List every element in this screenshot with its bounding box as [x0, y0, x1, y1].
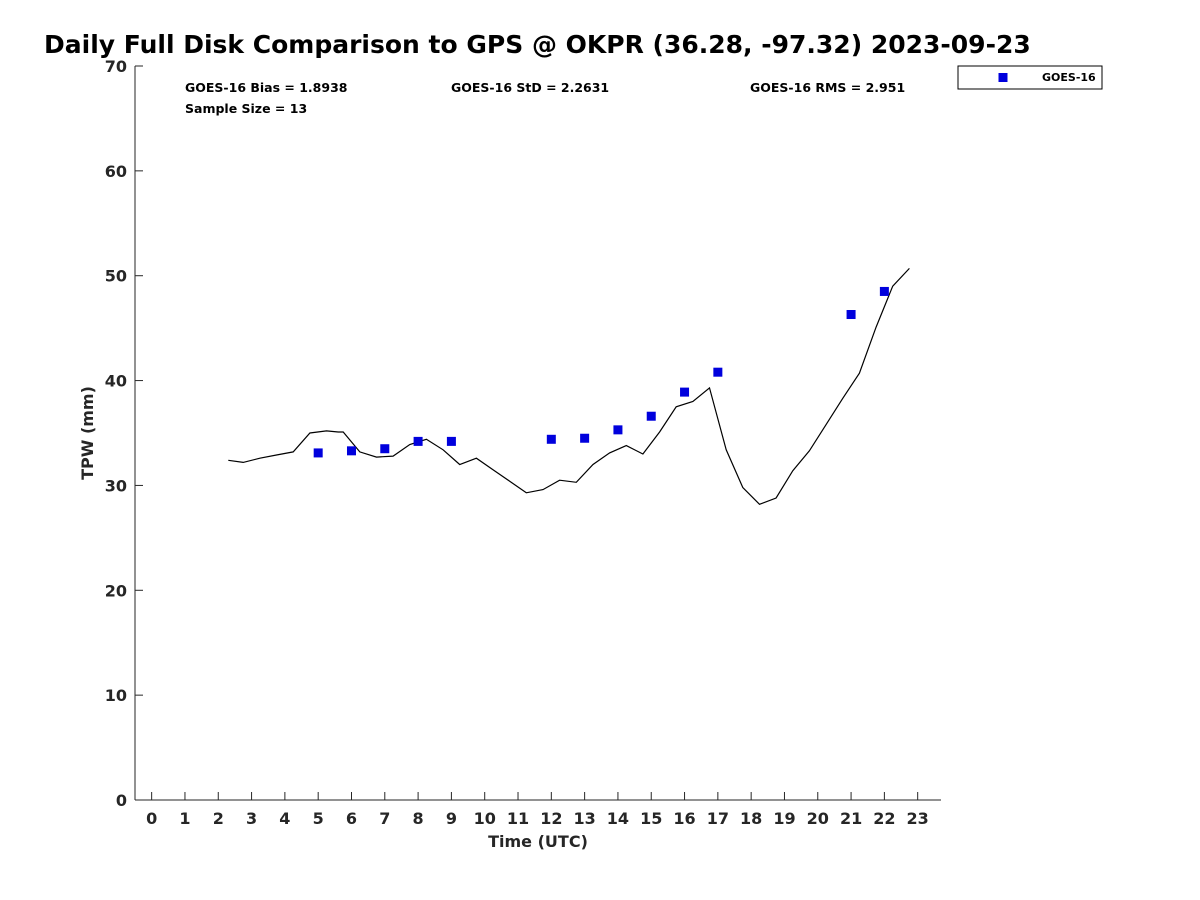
goes16-data-point — [580, 433, 590, 443]
legend-marker-goes16 — [998, 73, 1008, 82]
x-tick-label: 14 — [607, 809, 629, 828]
goes16-data-point — [413, 436, 423, 446]
std-stat: GOES-16 StD = 2.2631 — [451, 80, 609, 95]
x-tick-label: 16 — [673, 809, 695, 828]
goes16-data-point — [646, 411, 656, 421]
axes: 0 1 2 3 4 5 6 7 8 9 10 11 12 13 14 15 16 17 18 19 20 21 22 2301… — [105, 57, 941, 828]
x-tick-label: 6 — [346, 809, 357, 828]
y-tick-label: 10 — [105, 686, 127, 705]
series-marker-layer — [313, 286, 889, 458]
x-tick-label: 7 — [379, 809, 390, 828]
goes16-data-point — [613, 425, 623, 435]
gps-tpw-line — [228, 267, 910, 505]
goes16-data-point — [546, 434, 556, 444]
y-tick-label: 60 — [105, 162, 127, 181]
chart-title: Daily Full Disk Comparison to GPS @ OKPR… — [44, 30, 1031, 59]
x-tick-label: 17 — [707, 809, 729, 828]
x-tick-label: 13 — [573, 809, 595, 828]
y-axis-title: TPW (mm) — [78, 386, 97, 480]
x-tick-label: 20 — [807, 809, 829, 828]
rms-stat: GOES-16 RMS = 2.951 — [750, 80, 905, 95]
y-tick-label: 0 — [116, 791, 127, 810]
goes16-data-point — [713, 367, 723, 377]
legend: GOES-16 — [957, 65, 1103, 90]
x-axis-title: Time (UTC) — [488, 832, 588, 851]
x-tick-label: 15 — [640, 809, 662, 828]
x-tick-label: 23 — [907, 809, 929, 828]
y-tick-label: 40 — [105, 372, 127, 391]
legend-label-goes16: GOES-16 — [1042, 71, 1096, 84]
x-tick-label: 4 — [279, 809, 290, 828]
bias-stat: GOES-16 Bias = 1.8938 — [185, 80, 347, 95]
x-tick-label: 8 — [413, 809, 424, 828]
x-tick-label: 21 — [840, 809, 862, 828]
goes16-data-point — [380, 444, 390, 454]
x-tick-label: 2 — [213, 809, 224, 828]
x-tick-label: 1 — [179, 809, 190, 828]
y-tick-label: 30 — [105, 476, 127, 495]
goes16-data-point — [446, 436, 456, 446]
x-tick-label: 18 — [740, 809, 762, 828]
x-tick-label: 10 — [474, 809, 496, 828]
y-tick-label: 50 — [105, 267, 127, 286]
series-line-layer — [228, 267, 910, 505]
legend-box — [957, 65, 1103, 90]
x-tick-label: 9 — [446, 809, 457, 828]
x-tick-label: 11 — [507, 809, 529, 828]
x-tick-label: 0 — [146, 809, 157, 828]
x-tick-label: 22 — [873, 809, 895, 828]
sample-size-stat: Sample Size = 13 — [185, 101, 307, 116]
x-tick-label: 19 — [773, 809, 795, 828]
goes16-data-point — [313, 448, 323, 458]
goes16-data-point — [346, 446, 356, 456]
goes16-data-point — [680, 387, 690, 397]
goes16-data-point — [879, 286, 889, 296]
goes16-data-point — [846, 310, 856, 320]
x-tick-label: 3 — [246, 809, 257, 828]
y-tick-label: 70 — [105, 57, 127, 76]
x-tick-label: 12 — [540, 809, 562, 828]
x-tick-label: 5 — [313, 809, 324, 828]
y-tick-label: 20 — [105, 581, 127, 600]
